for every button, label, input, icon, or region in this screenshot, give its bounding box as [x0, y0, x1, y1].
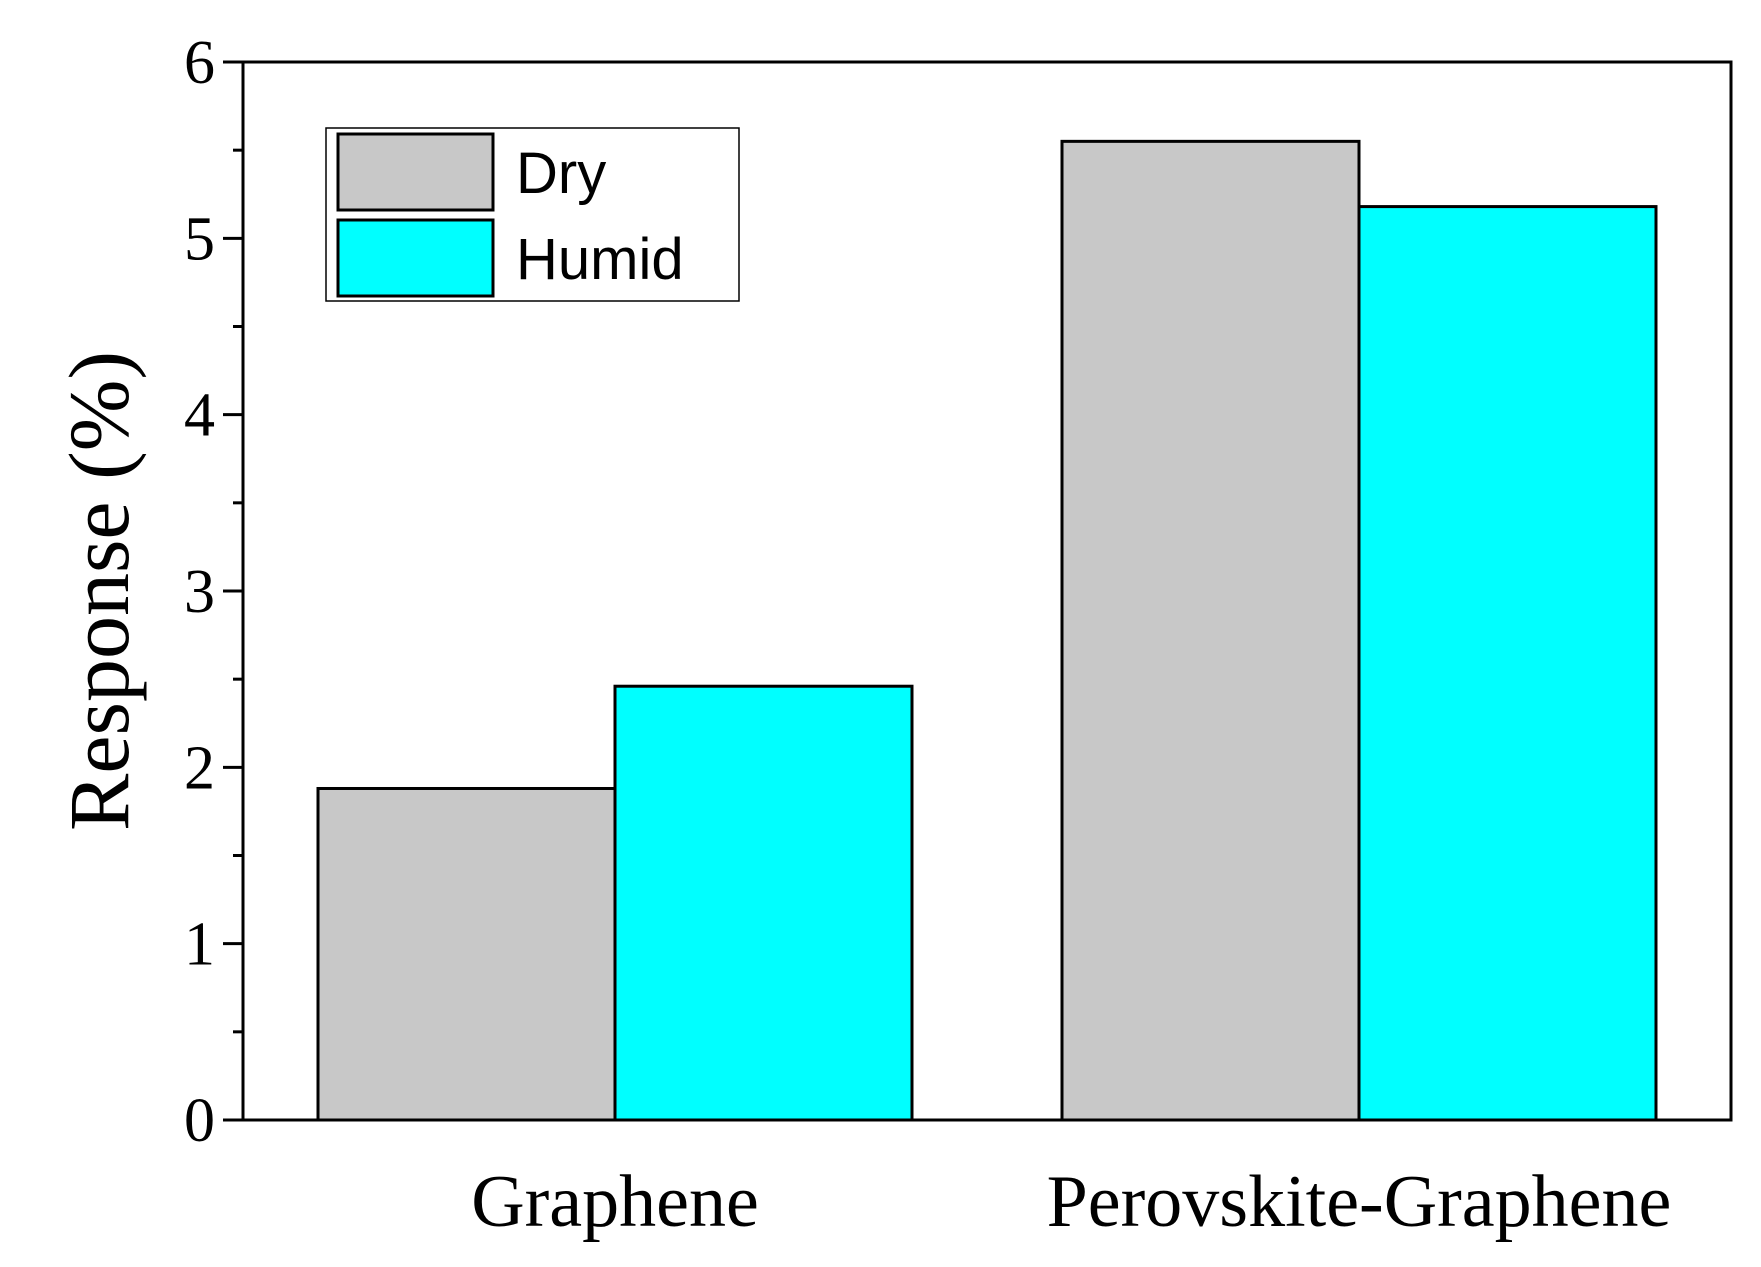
y-tick-label: 3 [184, 558, 215, 626]
y-tick-label: 5 [184, 205, 215, 273]
legend-label-dry: Dry [516, 141, 606, 206]
legend: Dry Humid [325, 127, 740, 302]
legend-swatch-dry [336, 132, 495, 212]
bar-dry-perovskite-graphene [1060, 139, 1361, 1122]
legend-label-humid: Humid [516, 227, 684, 292]
bars-layer [316, 139, 1658, 1122]
x-tick-label: Graphene [471, 1161, 759, 1243]
y-tick-label: 2 [184, 734, 215, 802]
y-axis-title: Response (%) [51, 351, 147, 831]
bar-humid-graphene [613, 684, 914, 1122]
y-tick-label: 4 [184, 382, 215, 450]
ticks-layer [223, 60, 243, 1122]
y-tick-label: 1 [184, 911, 215, 979]
bar-dry-graphene [316, 786, 617, 1122]
y-tick-label: 0 [184, 1087, 215, 1155]
legend-swatch-humid [336, 218, 495, 298]
labels-layer: Graphene Perovskite-Graphene 0 1 2 3 4 5 6 Respon… [51, 29, 1671, 1243]
y-tick-label: 6 [184, 29, 215, 97]
bar-humid-perovskite-graphene [1357, 205, 1658, 1122]
x-tick-label: Perovskite-Graphene [1047, 1161, 1672, 1243]
